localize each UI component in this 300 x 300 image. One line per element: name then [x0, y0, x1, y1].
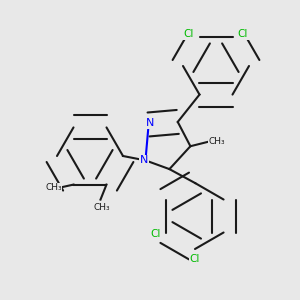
Text: Cl: Cl: [151, 229, 161, 239]
Text: Cl: Cl: [184, 29, 194, 39]
Text: CH₃: CH₃: [94, 203, 110, 212]
Text: N: N: [146, 118, 154, 128]
Text: Cl: Cl: [190, 254, 200, 265]
Text: N: N: [140, 155, 148, 165]
Text: CH₃: CH₃: [208, 137, 225, 146]
Text: Cl: Cl: [238, 29, 248, 39]
Text: CH₃: CH₃: [45, 183, 62, 192]
